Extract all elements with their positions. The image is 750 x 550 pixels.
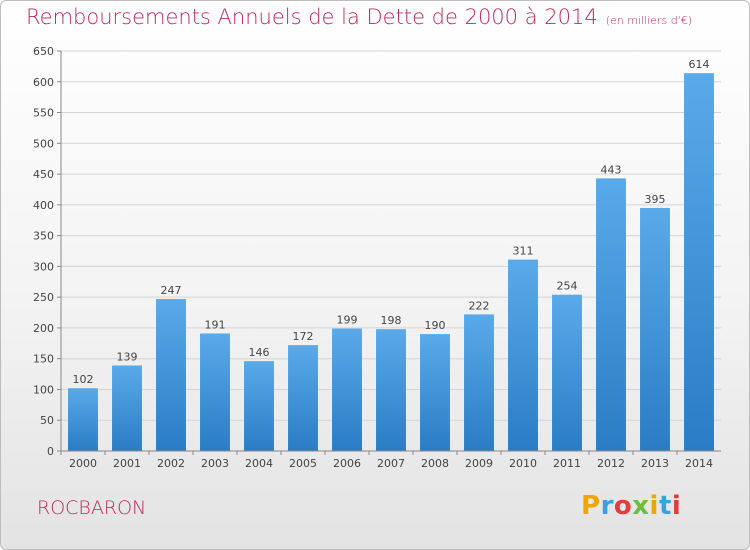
x-axis-ticks: 2000 2001 2002 2003 2004 2005 2006 2007 2008 2009… — [60, 451, 713, 470]
bar — [552, 294, 582, 451]
data-label: 198 — [381, 314, 402, 327]
y-tick-label: 600 — [33, 76, 54, 89]
bar — [68, 388, 98, 451]
bar — [596, 178, 626, 451]
bar — [684, 73, 714, 452]
chart-unit: (en milliers d'€) — [605, 14, 692, 27]
logo-letter: i — [649, 491, 659, 521]
data-label: 191 — [205, 318, 226, 331]
data-label: 102 — [73, 373, 94, 386]
data-label: 311 — [513, 245, 534, 258]
y-tick-label: 200 — [33, 322, 54, 335]
data-label: 247 — [161, 284, 182, 297]
logo-letter: t — [658, 491, 672, 521]
y-tick-label: 250 — [33, 291, 54, 304]
x-tick-label: 2001 — [113, 457, 141, 470]
y-tick-label: 150 — [33, 353, 54, 366]
x-tick-label: 2008 — [421, 457, 449, 470]
x-tick-label: 2004 — [245, 457, 273, 470]
logo-letter: i — [671, 491, 682, 521]
bar — [200, 333, 230, 451]
commune-name: ROCBARON — [37, 497, 147, 519]
x-tick-label: 2009 — [465, 457, 493, 470]
data-label: 222 — [469, 299, 490, 312]
logo-letter: o — [613, 491, 633, 521]
y-tick-label: 0 — [47, 445, 54, 458]
x-tick-label: 2000 — [69, 457, 97, 470]
chart-title-text: Remboursements Annuels de la Dette de 20… — [26, 5, 598, 29]
data-label: 443 — [601, 163, 622, 176]
x-tick-label: 2011 — [553, 457, 581, 470]
data-label: 199 — [337, 314, 358, 327]
x-tick-label: 2007 — [377, 457, 405, 470]
x-tick-label: 2012 — [597, 457, 625, 470]
x-tick-label: 2005 — [289, 457, 317, 470]
data-label: 190 — [425, 319, 446, 332]
bar — [112, 365, 142, 451]
y-tick-label: 350 — [33, 230, 54, 243]
bar — [464, 314, 494, 451]
y-tick-label: 500 — [33, 137, 54, 150]
y-tick-label: 550 — [33, 107, 54, 120]
y-tick-label: 450 — [33, 168, 54, 181]
data-label: 146 — [249, 346, 270, 359]
x-tick-label: 2002 — [157, 457, 185, 470]
data-label: 139 — [117, 350, 138, 363]
data-label: 395 — [645, 193, 666, 206]
x-tick-label: 2014 — [685, 457, 713, 470]
bar — [420, 334, 450, 451]
bar — [640, 207, 670, 451]
bar — [288, 345, 318, 451]
data-label: 172 — [293, 330, 314, 343]
data-labels: 102 139 247 191 146 172 199 198 190 222 311 254 443 3… — [73, 58, 710, 386]
bar — [376, 329, 406, 451]
logo-letter: x — [632, 491, 650, 521]
y-tick-label: 650 — [33, 45, 54, 58]
bars — [68, 73, 714, 452]
bar — [508, 259, 538, 451]
x-tick-label: 2006 — [333, 457, 361, 470]
bar — [156, 299, 186, 451]
y-tick-label: 50 — [40, 414, 54, 427]
y-tick-label: 400 — [33, 199, 54, 212]
data-label: 614 — [689, 58, 710, 71]
chart-title: Remboursements Annuels de la Dette de 20… — [26, 5, 692, 29]
y-tick-label: 300 — [33, 260, 54, 273]
x-tick-label: 2003 — [201, 457, 229, 470]
logo-letter: P — [581, 491, 601, 521]
data-label: 254 — [557, 280, 578, 293]
y-axis-ticks: 0 50 100 150 200 250 300 350 400 450 500 550 600 650 — [33, 45, 61, 458]
bar — [244, 361, 274, 451]
y-tick-label: 100 — [33, 383, 54, 396]
x-tick-label: 2010 — [509, 457, 537, 470]
bar — [332, 328, 362, 451]
x-tick-label: 2013 — [641, 457, 669, 470]
proxiti-logo: Proxiti — [581, 491, 681, 521]
logo-letter: r — [600, 491, 614, 521]
